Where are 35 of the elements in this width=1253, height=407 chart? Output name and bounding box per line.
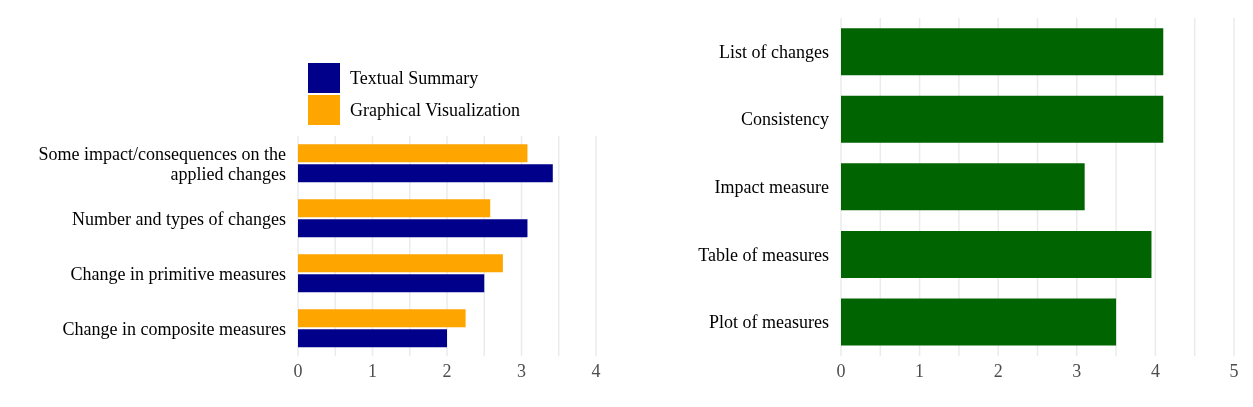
y-tick-label: Impact measure <box>714 177 829 197</box>
y-tick-label: Change in primitive measures <box>70 263 286 284</box>
y-tick-label: Change in composite measures <box>62 318 286 339</box>
x-tick-label: 2 <box>442 360 452 381</box>
x-tick-label: 4 <box>591 360 601 381</box>
legend-label: Textual Summary <box>350 67 479 89</box>
x-tick-label: 2 <box>993 360 1003 381</box>
bar <box>298 274 485 293</box>
x-tick-label: 1 <box>368 360 377 381</box>
x-tick-label: 4 <box>1150 360 1160 381</box>
x-tick-label: 3 <box>517 360 526 381</box>
legend-label: Graphical Visualization <box>350 99 521 121</box>
bar <box>298 329 447 348</box>
bar <box>298 219 528 238</box>
y-tick-label: Consistency <box>741 109 829 130</box>
x-tick-label: 3 <box>1072 360 1082 381</box>
bar <box>298 254 503 273</box>
y-tick-label: List of changes <box>719 41 829 62</box>
y-tick-label: Number and types of changes <box>72 208 286 229</box>
y-tick-label: Some impact/consequences on the applied changes <box>38 143 286 184</box>
bar <box>841 28 1164 76</box>
bar <box>298 309 466 328</box>
bar <box>298 199 491 218</box>
bar <box>841 230 1152 278</box>
bar <box>298 144 528 163</box>
bar <box>841 298 1117 346</box>
x-tick-label: 0 <box>836 360 846 381</box>
bar <box>298 164 553 183</box>
y-tick-label: Table of measures <box>698 244 829 265</box>
bar <box>841 163 1085 211</box>
bar <box>841 95 1164 143</box>
y-tick-label: Plot of measures <box>709 312 829 333</box>
x-tick-label: 1 <box>915 360 925 381</box>
x-tick-label: 0 <box>293 360 303 381</box>
x-tick-label: 5 <box>1229 360 1239 381</box>
